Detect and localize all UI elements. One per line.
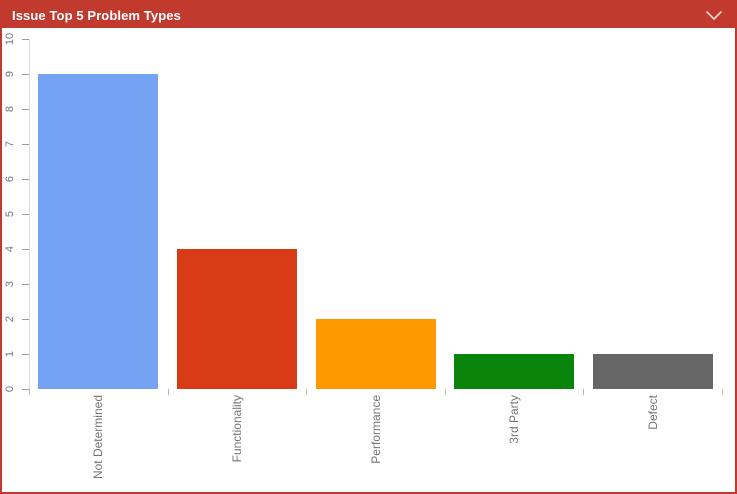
x-boundary-tick: [722, 389, 723, 395]
y-tick: [22, 109, 29, 110]
bar-3rd-party[interactable]: [454, 354, 575, 389]
y-tick-label: 8: [4, 105, 16, 113]
y-tick-label: 4: [4, 245, 16, 253]
y-tick-label: 1: [4, 350, 16, 358]
y-tick-label: 10: [4, 32, 16, 46]
y-tick-label: 0: [4, 385, 16, 393]
category-label-performance: Performance: [368, 395, 383, 464]
category-label-not-determined: Not Determined: [91, 395, 106, 480]
y-tick: [22, 144, 29, 145]
bar-chart: 0 1 2 3 4 5 6 7 8 9 10 Not Determined Functionality P…: [2, 28, 735, 492]
chevron-down-glyph: [706, 10, 722, 20]
y-tick-label: 5: [4, 210, 16, 218]
y-tick-label: 7: [4, 140, 16, 148]
x-boundary-tick: [444, 389, 446, 395]
bar-defect[interactable]: [592, 354, 713, 389]
y-tick-label: 3: [4, 280, 16, 288]
y-tick-label: 6: [4, 175, 16, 183]
y-tick: [22, 319, 29, 320]
y-tick: [22, 179, 29, 180]
chevron-down-icon[interactable]: [703, 5, 725, 25]
y-tick: [22, 249, 29, 250]
bar-functionality[interactable]: [176, 249, 297, 389]
y-tick: [22, 214, 29, 215]
widget-title: Issue Top 5 Problem Types: [12, 7, 181, 23]
y-axis-line: [29, 39, 30, 389]
y-tick-label: 9: [4, 70, 16, 78]
y-tick: [22, 354, 29, 355]
y-tick: [22, 389, 29, 390]
category-label-functionality: Functionality: [229, 395, 244, 463]
widget-header: Issue Top 5 Problem Types: [2, 2, 735, 28]
y-tick: [22, 39, 29, 40]
y-tick: [22, 74, 29, 75]
y-tick: [22, 284, 29, 285]
bar-not-determined[interactable]: [38, 74, 159, 389]
x-boundary-tick: [167, 389, 169, 395]
category-label-3rd-party: 3rd Party: [507, 395, 522, 444]
x-boundary-tick: [29, 389, 30, 395]
y-tick-label: 2: [4, 315, 16, 323]
x-boundary-tick: [306, 389, 308, 395]
bar-performance[interactable]: [315, 319, 436, 389]
x-boundary-tick: [583, 389, 585, 395]
category-label-defect: Defect: [645, 395, 660, 430]
